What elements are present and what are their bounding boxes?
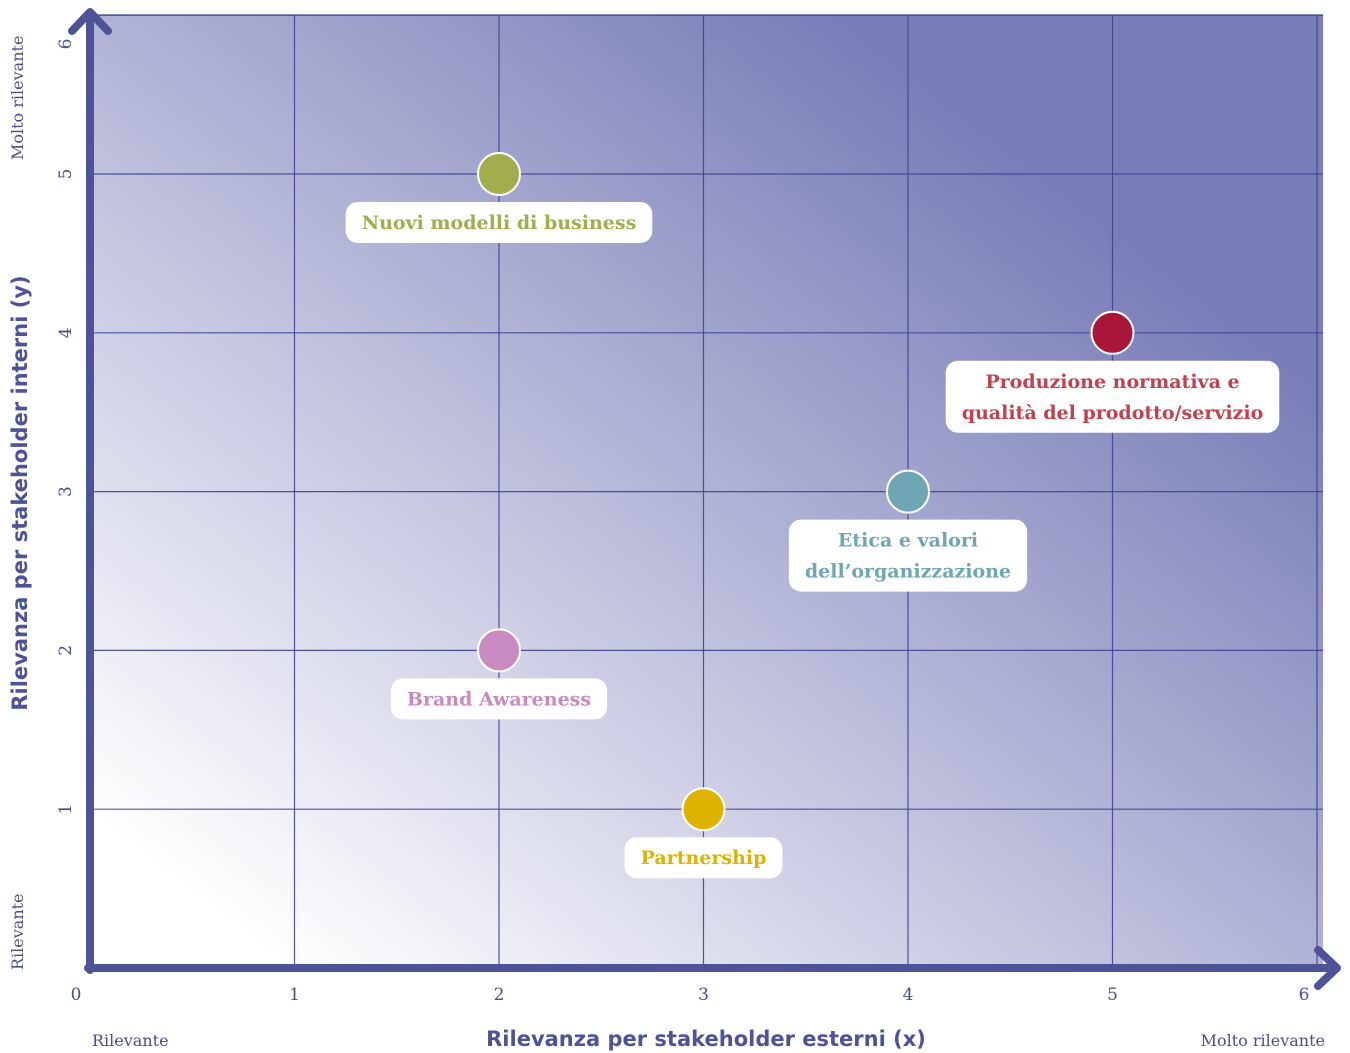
point-label-box <box>345 202 653 243</box>
y-high-label: Molto rilevante <box>8 36 27 160</box>
point-marker <box>477 628 521 673</box>
data-point: Nuovi modelli di business <box>345 152 653 243</box>
y-tick-label: 5 <box>56 169 76 180</box>
point-label-box <box>945 360 1280 433</box>
x-axis-arrow <box>1314 946 1341 990</box>
y-tick-label: 2 <box>56 645 76 656</box>
x-high-label: Molto rilevante <box>1201 1031 1325 1050</box>
point-label-line: Partnership <box>641 847 767 869</box>
y-tick-label: 3 <box>56 486 76 497</box>
data-point: Partnership <box>624 787 783 879</box>
x-low-label: Rilevante <box>92 1031 169 1050</box>
point-marker <box>681 787 726 832</box>
point-label-box <box>390 678 608 720</box>
point-label-line: Etica e valori <box>838 530 978 552</box>
y-low-label: Rilevante <box>8 893 27 970</box>
point-marker <box>477 152 521 196</box>
point-marker <box>1090 310 1135 355</box>
x-tick-label: 6 <box>1299 985 1310 1005</box>
x-tick-label: 1 <box>289 985 300 1005</box>
x-axis-title: Rilevanza per stakeholder esterni (x) <box>486 1027 926 1051</box>
point-label-line: Produzione normativa e <box>985 371 1239 393</box>
x-tick-label: 2 <box>494 985 505 1005</box>
x-tick-label: 0 <box>71 985 82 1005</box>
y-tick-label: 6 <box>56 39 76 50</box>
point-label-box <box>624 837 783 879</box>
axes <box>68 8 1341 990</box>
data-point: Produzione normativa e qualità del prodot… <box>945 310 1280 433</box>
point-label: Brand Awareness <box>407 688 591 710</box>
point-label: Nuovi modelli di business <box>362 212 637 234</box>
point-label-line: Nuovi modelli di business <box>362 212 637 234</box>
data-points: Nuovi modelli di business Produzione norm… <box>345 152 1280 879</box>
point-label: Produzione normativa e qualità del prodot… <box>962 371 1264 424</box>
point-label-line: dell’organizzazione <box>805 561 1011 583</box>
y-tick-labels: 1 2 3 4 5 6 <box>56 39 76 815</box>
data-point: Etica e valori dell’organizzazione <box>788 469 1028 592</box>
point-label: Partnership <box>641 847 767 869</box>
y-tick-label: 1 <box>56 804 76 815</box>
point-marker <box>886 469 930 514</box>
point-label-line: Brand Awareness <box>407 688 591 710</box>
x-tick-labels: 0 1 2 3 4 5 6 <box>71 985 1310 1005</box>
x-tick-label: 5 <box>1107 985 1118 1005</box>
point-label-line: qualità del prodotto/servizio <box>962 402 1264 424</box>
y-axis-arrow <box>68 8 112 35</box>
point-label-box <box>788 519 1028 592</box>
point-label: Etica e valori dell’organizzazione <box>805 530 1011 583</box>
y-axis-title: Rilevanza per stakeholder interni (y) <box>8 275 32 710</box>
x-tick-label: 3 <box>698 985 709 1005</box>
y-tick-label: 4 <box>56 327 76 338</box>
data-point: Brand Awareness <box>390 628 608 720</box>
x-tick-label: 4 <box>903 985 914 1005</box>
